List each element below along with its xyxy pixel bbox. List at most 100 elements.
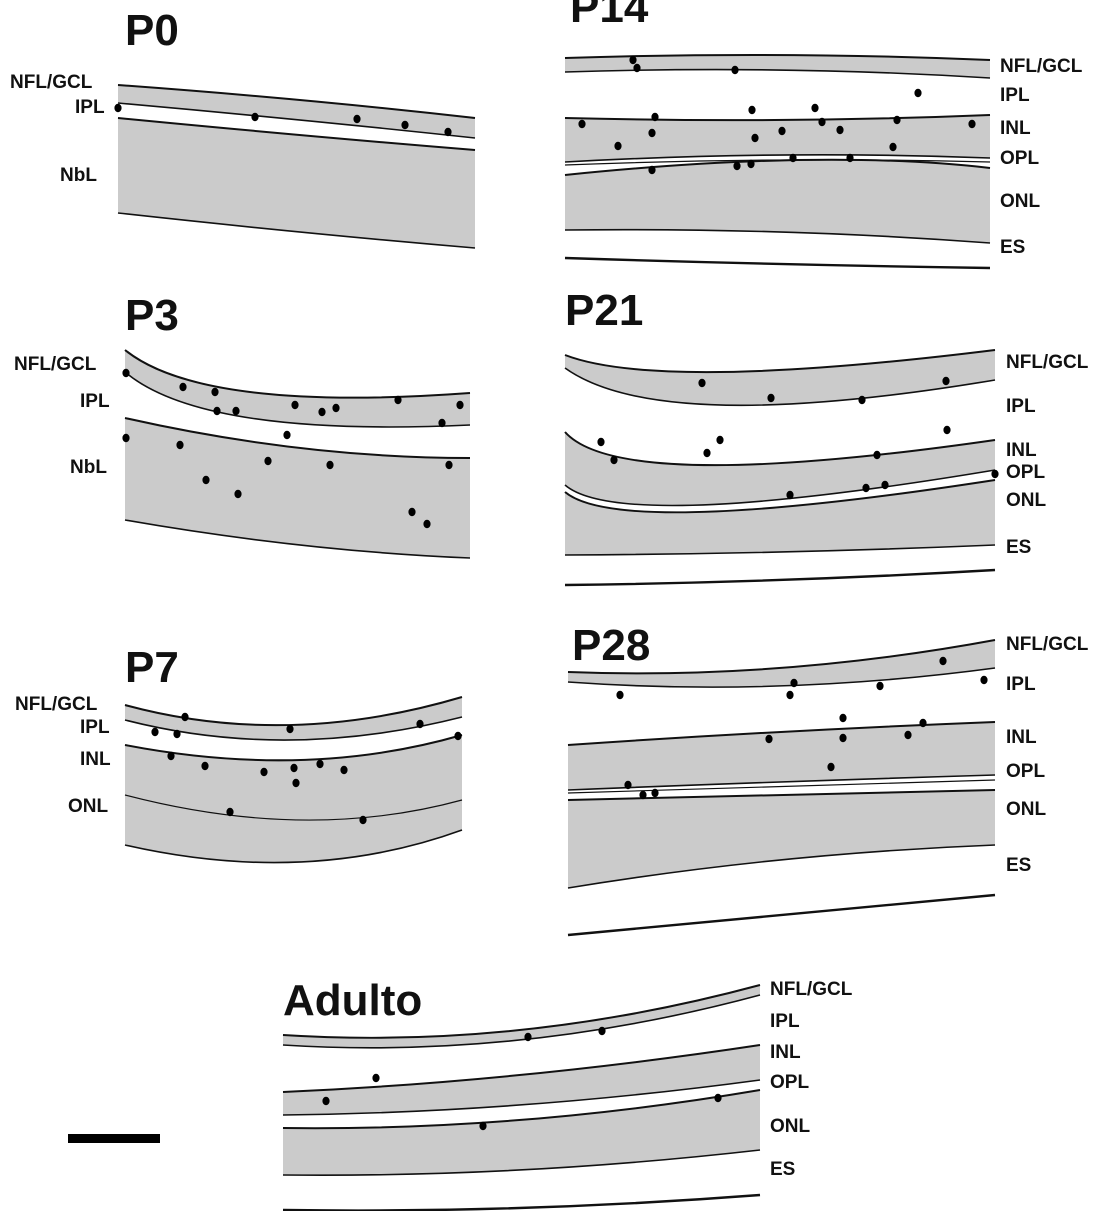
cell <box>767 394 774 402</box>
cell <box>151 728 158 736</box>
layer-label: IPL <box>80 717 110 738</box>
cell <box>811 104 818 112</box>
cell <box>943 426 950 434</box>
cell <box>839 734 846 742</box>
cell <box>445 461 452 469</box>
tissue-layer <box>565 160 990 243</box>
cell <box>827 763 834 771</box>
cell <box>624 781 631 789</box>
cell <box>264 457 271 465</box>
layer-label: ES <box>1006 855 1031 876</box>
cell <box>914 89 921 97</box>
layer-label: INL <box>770 1042 801 1063</box>
layer-label: NFL/GCL <box>15 694 98 715</box>
cell <box>211 388 218 396</box>
cell <box>648 129 655 137</box>
layer-label: OPL <box>1000 148 1039 169</box>
cell <box>790 679 797 687</box>
cell <box>232 407 239 415</box>
layer-label: NFL/GCL <box>10 72 93 93</box>
cell <box>114 104 121 112</box>
cell <box>286 725 293 733</box>
cell <box>456 401 463 409</box>
cell <box>179 383 186 391</box>
cell <box>991 470 998 478</box>
tissue-layer <box>118 118 475 248</box>
cell <box>332 404 339 412</box>
layer-label: IPL <box>770 1011 800 1032</box>
cell <box>444 128 451 136</box>
cell <box>401 121 408 129</box>
layer-label: ONL <box>1006 490 1047 511</box>
cell <box>176 441 183 449</box>
cell <box>639 791 646 799</box>
panel-title: P21 <box>565 286 643 335</box>
cell <box>326 461 333 469</box>
layer-label: IPL <box>1006 674 1036 695</box>
layer-label: NFL/GCL <box>770 979 853 1000</box>
layer-border <box>283 1195 760 1211</box>
cell <box>610 456 617 464</box>
cell <box>939 657 946 665</box>
panel-title: P3 <box>125 291 179 340</box>
cell <box>524 1033 531 1041</box>
cell <box>322 1097 329 1105</box>
cell <box>353 115 360 123</box>
layer-label: INL <box>80 749 111 770</box>
layer-label: NbL <box>60 165 97 186</box>
cell <box>416 720 423 728</box>
cell <box>167 752 174 760</box>
tissue-layer <box>125 418 470 558</box>
cell <box>423 520 430 528</box>
layer-label: ES <box>1006 537 1031 558</box>
cell <box>839 714 846 722</box>
cell <box>765 735 772 743</box>
cell <box>616 691 623 699</box>
panel-title: Adulto <box>283 976 422 1025</box>
cell <box>614 142 621 150</box>
panel-title: P14 <box>570 0 649 32</box>
cell <box>786 491 793 499</box>
cell <box>629 56 636 64</box>
layer-label: ONL <box>1006 799 1047 820</box>
layer-label: NbL <box>70 457 107 478</box>
cell <box>714 1094 721 1102</box>
cell <box>751 134 758 142</box>
cell <box>201 762 208 770</box>
layer-label: OPL <box>1006 761 1045 782</box>
cell <box>173 730 180 738</box>
cell <box>633 64 640 72</box>
cell <box>747 160 754 168</box>
layer-border <box>565 570 995 585</box>
layer-label: ONL <box>1000 191 1041 212</box>
cell <box>778 127 785 135</box>
cell <box>818 118 825 126</box>
cell <box>213 407 220 415</box>
cell <box>251 113 258 121</box>
cell <box>731 66 738 74</box>
cell <box>889 143 896 151</box>
cell <box>122 434 129 442</box>
cell <box>733 162 740 170</box>
cell <box>226 808 233 816</box>
cell <box>698 379 705 387</box>
cell <box>291 401 298 409</box>
cell <box>597 438 604 446</box>
layer-label: INL <box>1006 440 1037 461</box>
cell <box>372 1074 379 1082</box>
cell <box>703 449 710 457</box>
cell <box>789 154 796 162</box>
cell <box>479 1122 486 1130</box>
cell <box>836 126 843 134</box>
cell <box>316 760 323 768</box>
cell <box>919 719 926 727</box>
cell <box>881 481 888 489</box>
layer-label: IPL <box>80 391 110 412</box>
cell <box>122 369 129 377</box>
cell <box>846 154 853 162</box>
figure: P0NFL/GCLIPLNbLP14NFL/GCLIPLINLOPLONLESP… <box>0 0 1115 1211</box>
cell <box>283 431 290 439</box>
layer-label: IPL <box>1000 85 1030 106</box>
cell <box>651 113 658 121</box>
cell <box>340 766 347 774</box>
